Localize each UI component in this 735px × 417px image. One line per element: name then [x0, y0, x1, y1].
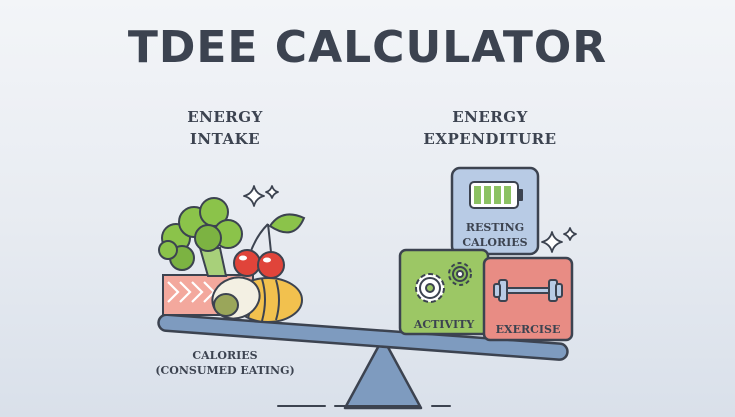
- cherries-icon: [233, 213, 306, 279]
- sparkle-icon: [243, 185, 279, 207]
- scale-beam: [157, 313, 569, 361]
- resting-calories-label-line2: CALORIES: [462, 236, 527, 249]
- energy-intake-heading-line2: INTAKE: [189, 130, 261, 148]
- resting-calories-box: RESTING CALORIES: [450, 166, 540, 256]
- calories-caption-line2: (CONSUMED EATING): [155, 364, 295, 377]
- energy-intake-heading: ENERGY INTAKE: [150, 106, 300, 150]
- energy-expenditure-heading-line1: ENERGY: [452, 108, 528, 126]
- energy-intake-heading-line1: ENERGY: [187, 108, 263, 126]
- sparkle-icon: [541, 227, 577, 253]
- dumbbell-icon: [493, 279, 563, 302]
- broccoli-icon: [158, 197, 243, 277]
- exercise-box: EXERCISE: [482, 256, 574, 342]
- battery-icon: [469, 181, 523, 209]
- calories-caption-line1: CALORIES: [192, 349, 258, 362]
- activity-label: ACTIVITY: [413, 318, 474, 331]
- energy-expenditure-heading: ENERGY EXPENDITURE: [390, 106, 590, 150]
- fulcrum: [343, 336, 423, 410]
- exercise-label: EXERCISE: [496, 323, 561, 336]
- page-title: TDEE CALCULATOR: [127, 22, 608, 73]
- energy-expenditure-heading-line2: EXPENDITURE: [423, 130, 557, 148]
- avocado-icon: [211, 276, 261, 320]
- calories-caption: CALORIES (CONSUMED EATING): [150, 348, 300, 378]
- gears-icon: [415, 262, 472, 303]
- resting-calories-label-line1: RESTING: [466, 221, 524, 234]
- activity-box: ACTIVITY: [398, 248, 490, 336]
